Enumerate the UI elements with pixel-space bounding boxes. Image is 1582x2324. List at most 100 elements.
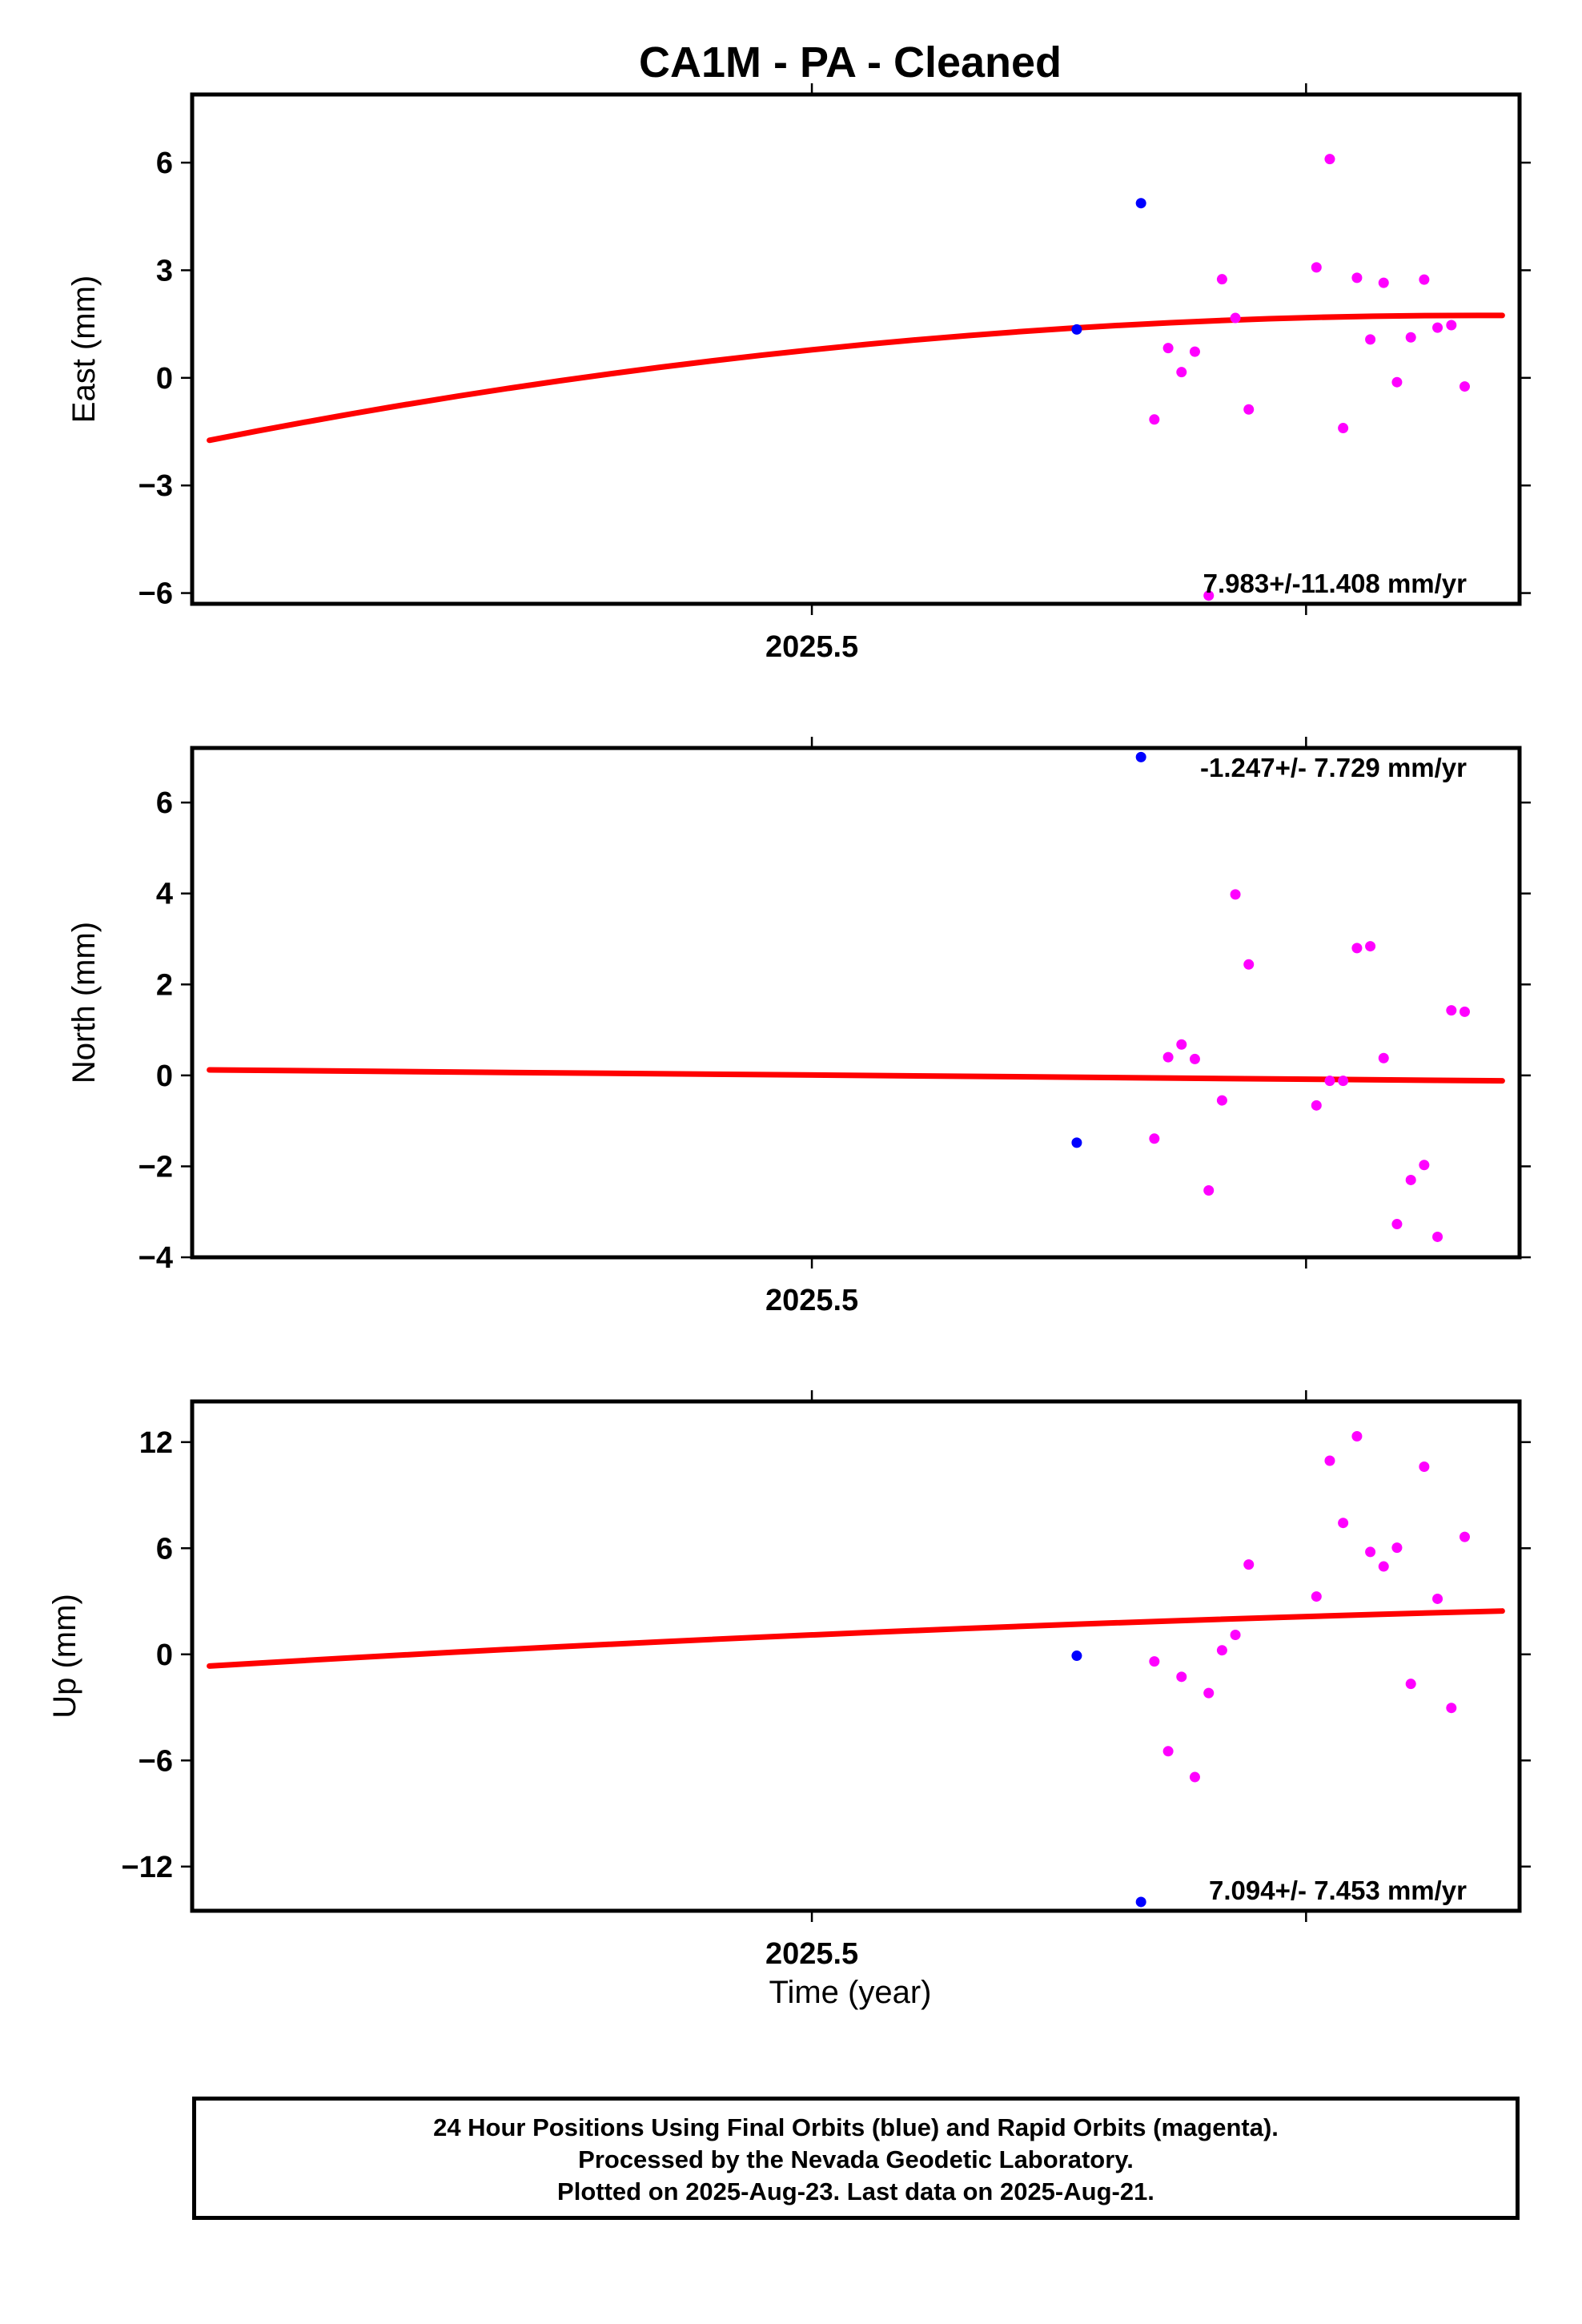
north-trend-line [207, 1067, 1505, 1084]
north-final-point [1135, 751, 1146, 762]
east-x-tick-label: 2025.5 [765, 630, 858, 664]
figure-title: CA1M - PA - Cleaned [639, 38, 1062, 86]
up-rapid-point [1432, 1593, 1443, 1604]
north-rapid-point [1378, 1052, 1389, 1063]
north-rate-label: -1.247+/- 7.729 mm/yr [1200, 753, 1467, 782]
east-rapid-point [1324, 154, 1335, 165]
north-rapid-point [1162, 1051, 1174, 1063]
east-rapid-point [1189, 346, 1200, 357]
north-rapid-point [1432, 1231, 1443, 1242]
north-rapid-point [1405, 1174, 1416, 1185]
east-y-tick-label: 0 [156, 362, 173, 396]
up-y-tick-label: 0 [156, 1638, 173, 1672]
up-rapid-point [1230, 1630, 1241, 1640]
up-rapid-point [1189, 1771, 1200, 1783]
east-final-point [1071, 324, 1082, 335]
up-rate-label: 7.094+/- 7.453 mm/yr [1209, 1876, 1467, 1905]
up-final-point [1135, 1896, 1146, 1908]
north-final-point [1071, 1137, 1082, 1148]
east-y-tick-label: 6 [156, 147, 173, 180]
north-rapid-point [1365, 941, 1376, 952]
north-y-tick-label: 4 [156, 878, 173, 911]
up-rapid-point [1378, 1561, 1389, 1572]
east-plot-frame [190, 92, 1522, 606]
up-rapid-point [1176, 1671, 1187, 1683]
north-x-tick-label: 2025.5 [765, 1284, 858, 1317]
up-panel: Up (mm) 12 6 0 −6 −12 2025.5 7.094+/- 7.453 mm/… [47, 1390, 1531, 1971]
north-rapid-point [1391, 1219, 1403, 1230]
up-rapid-point [1162, 1746, 1174, 1757]
north-rapid-point [1351, 943, 1363, 954]
up-rapid-point [1365, 1546, 1376, 1558]
up-rapid-point [1149, 1656, 1160, 1667]
east-rapid-point [1176, 367, 1187, 378]
up-rapid-point [1338, 1518, 1349, 1529]
east-panel: East (mm) 6 3 0 −3 −6 2025.5 7.983+/-11.408 mm/… [66, 83, 1531, 664]
east-y-axis-label: East (mm) [66, 275, 102, 423]
east-rapid-point [1203, 590, 1215, 601]
east-rapid-point [1391, 376, 1403, 388]
north-rapid-point [1311, 1100, 1322, 1111]
east-rapid-point [1149, 414, 1160, 425]
north-rapid-point [1459, 1006, 1470, 1017]
up-rapid-point [1351, 1431, 1363, 1442]
north-rapid-point [1189, 1053, 1200, 1064]
north-rapid-point [1216, 1095, 1227, 1106]
up-rapid-point [1391, 1542, 1403, 1554]
north-rapid-point [1338, 1076, 1349, 1087]
east-rapid-point [1243, 404, 1255, 415]
north-rapid-point [1324, 1076, 1335, 1087]
up-rapid-point [1203, 1687, 1215, 1699]
up-rapid-point [1405, 1679, 1416, 1690]
east-rapid-point [1230, 312, 1241, 324]
north-y-tick-label: 2 [156, 968, 173, 1002]
up-rapid-point [1243, 1559, 1255, 1570]
up-final-point [1071, 1651, 1082, 1662]
north-rapid-point [1419, 1160, 1430, 1171]
up-rapid-point [1324, 1455, 1335, 1466]
north-plot-frame [190, 746, 1522, 1260]
footer-line-3: Plotted on 2025-Aug-23. Last data on 202… [557, 2177, 1154, 2205]
east-rapid-point [1216, 274, 1227, 285]
up-rapid-point [1419, 1461, 1430, 1472]
east-rapid-point [1162, 343, 1174, 354]
north-rapid-point [1243, 959, 1255, 970]
east-rapid-point [1338, 423, 1349, 434]
north-rapid-point [1203, 1185, 1215, 1196]
east-rapid-point [1432, 322, 1443, 333]
east-rapid-point [1446, 320, 1457, 331]
east-rate-label: 7.983+/-11.408 mm/yr [1203, 569, 1467, 598]
x-axis-label: Time (year) [769, 1975, 932, 2010]
up-y-tick-label: 6 [156, 1532, 173, 1566]
east-rapid-point [1378, 277, 1389, 288]
east-rapid-point [1365, 334, 1376, 345]
up-rapid-point [1311, 1591, 1322, 1602]
east-final-point [1135, 198, 1146, 209]
up-rapid-point [1459, 1531, 1470, 1542]
east-rapid-point [1311, 262, 1322, 273]
up-y-tick-label: −6 [139, 1744, 173, 1778]
north-rapid-point [1230, 889, 1241, 900]
north-y-tick-label: 0 [156, 1059, 173, 1093]
footer-box: 24 Hour Positions Using Final Orbits (bl… [192, 2097, 1520, 2220]
up-y-axis-label: Up (mm) [47, 1594, 82, 1719]
east-rapid-point [1419, 274, 1430, 285]
up-trend-line [207, 1608, 1505, 1669]
north-rapid-point [1446, 1005, 1457, 1016]
up-y-tick-label: −12 [122, 1851, 173, 1884]
up-rapid-point [1446, 1703, 1457, 1714]
north-y-axis-label: North (mm) [66, 922, 102, 1084]
footer-line-1: 24 Hour Positions Using Final Orbits (bl… [433, 2113, 1279, 2141]
north-rapid-point [1176, 1039, 1187, 1050]
east-rapid-point [1459, 381, 1470, 392]
east-rapid-point [1351, 272, 1363, 283]
up-y-tick-label: 12 [139, 1426, 173, 1460]
east-y-tick-label: 3 [156, 254, 173, 287]
north-y-tick-label: −4 [139, 1241, 173, 1275]
north-panel: North (mm) 6 4 2 0 −2 −4 2025.5 -1.247+/- 7.729 … [66, 737, 1531, 1317]
up-x-tick-label: 2025.5 [765, 1937, 858, 1971]
east-y-tick-label: −6 [139, 577, 173, 611]
footer-line-2: Processed by the Nevada Geodetic Laborat… [578, 2145, 1134, 2173]
up-plot-frame [190, 1399, 1522, 1913]
